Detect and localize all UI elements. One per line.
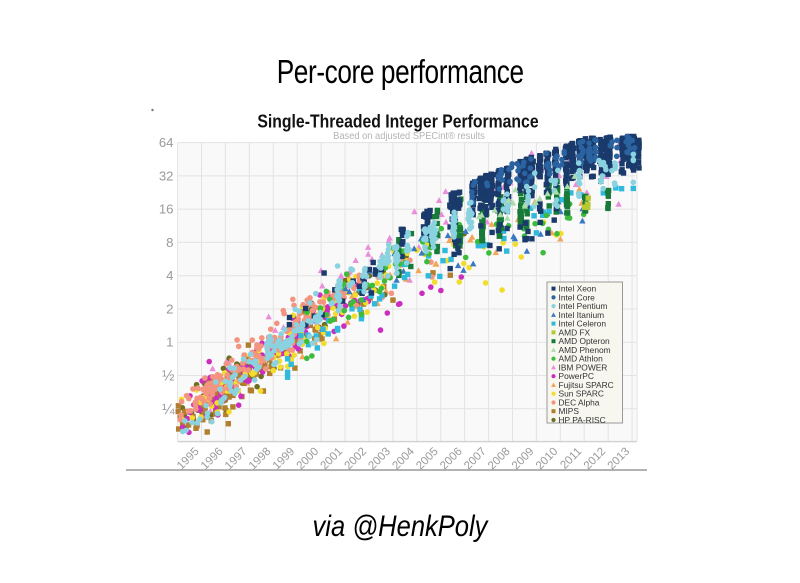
svg-text:2004: 2004 [390, 445, 417, 472]
svg-text:1999: 1999 [271, 446, 298, 473]
svg-text:Sun SPARC: Sun SPARC [559, 389, 604, 399]
svg-text:AMD Opteron: AMD Opteron [559, 336, 611, 346]
svg-text:1995: 1995 [175, 446, 202, 473]
svg-text:¼: ¼ [162, 401, 175, 418]
svg-text:2002: 2002 [343, 446, 370, 473]
svg-text:2006: 2006 [438, 446, 465, 473]
svg-text:4: 4 [166, 268, 173, 283]
svg-text:2012: 2012 [582, 446, 609, 473]
svg-text:Intel Itanium: Intel Itanium [559, 310, 605, 320]
svg-text:½: ½ [162, 368, 175, 385]
svg-text:AMD Athlon: AMD Athlon [559, 354, 604, 364]
svg-text:Intel Xeon: Intel Xeon [559, 284, 597, 294]
svg-text:1997: 1997 [223, 446, 250, 473]
svg-text:Fujitsu SPARC: Fujitsu SPARC [559, 380, 614, 390]
svg-text:2001: 2001 [319, 446, 346, 473]
svg-text:32: 32 [159, 168, 174, 183]
svg-text:PowerPC: PowerPC [559, 371, 594, 381]
svg-text:MIPS: MIPS [559, 406, 580, 416]
svg-text:Based on adjusted SPECint® res: Based on adjusted SPECint® results [333, 131, 485, 143]
svg-text:1998: 1998 [247, 446, 274, 473]
svg-text:2013: 2013 [606, 446, 633, 473]
svg-text:2011: 2011 [558, 446, 584, 472]
svg-text:2010: 2010 [534, 446, 561, 473]
svg-text:Intel Pentium: Intel Pentium [559, 301, 608, 311]
svg-text:2009: 2009 [510, 446, 537, 473]
svg-text:Intel Celeron: Intel Celeron [559, 319, 607, 329]
svg-text:AMD FX: AMD FX [559, 327, 591, 337]
svg-text:Intel Core: Intel Core [559, 292, 596, 302]
svg-text:Single-Threaded Integer Perfor: Single-Threaded Integer Performance [257, 110, 538, 132]
svg-text:DEC Alpha: DEC Alpha [559, 398, 600, 408]
svg-text:HP PA-RISC: HP PA-RISC [559, 415, 606, 425]
svg-text:8: 8 [166, 235, 173, 250]
svg-text:1996: 1996 [199, 446, 226, 473]
svg-text:1: 1 [166, 335, 173, 350]
svg-text:2003: 2003 [366, 446, 393, 473]
svg-text:16: 16 [159, 202, 174, 217]
svg-text:2: 2 [166, 302, 173, 317]
svg-text:2008: 2008 [486, 446, 513, 473]
svg-text:2007: 2007 [462, 446, 489, 473]
svg-text:IBM POWER: IBM POWER [559, 362, 608, 372]
svg-text:64: 64 [159, 135, 174, 150]
svg-text:2000: 2000 [295, 446, 322, 473]
svg-text:AMD Phenom: AMD Phenom [559, 345, 611, 355]
svg-text:2005: 2005 [414, 446, 441, 473]
